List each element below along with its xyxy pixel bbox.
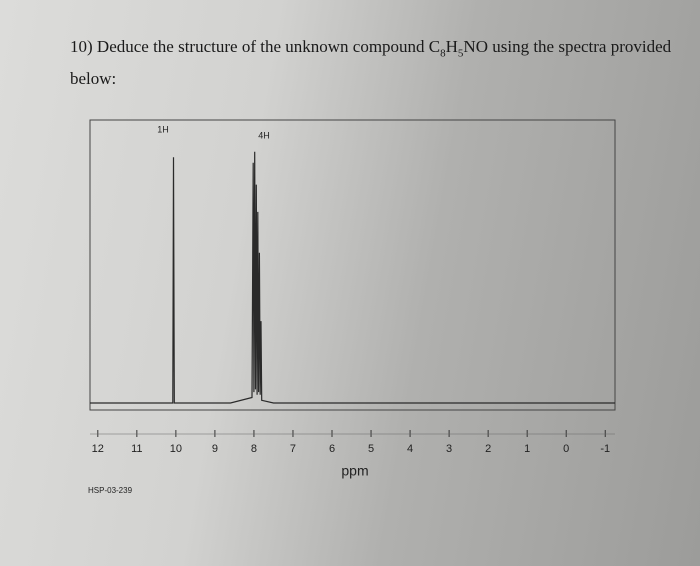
x-tick-label: 8 — [251, 443, 257, 455]
annotation: 1H — [157, 124, 169, 134]
x-tick-label: 2 — [485, 443, 491, 455]
sample-id: HSP-03-239 — [88, 486, 133, 495]
question: 10) Deduce the structure of the unknown … — [70, 34, 700, 92]
x-tick-label: 5 — [368, 443, 374, 455]
x-tick-label: 11 — [131, 443, 142, 455]
x-tick-label: -1 — [600, 443, 610, 455]
annotation: 4H — [258, 130, 270, 140]
subscript: 5 — [457, 47, 464, 60]
question-text: 10) Deduce the structure of the unknown … — [70, 37, 441, 56]
question-text: H — [445, 37, 458, 56]
subscript: 8 — [440, 47, 446, 60]
x-tick-label: 6 — [329, 443, 335, 455]
x-tick-label: 0 — [563, 443, 569, 455]
x-tick-label: 1 — [524, 443, 530, 455]
x-axis-label: ppm — [341, 463, 368, 479]
plot-frame — [89, 119, 616, 411]
question-text: NO using the spectra provided below: — [70, 37, 672, 89]
x-tick-label: 10 — [170, 443, 182, 455]
spectrum-line — [90, 151, 615, 404]
x-tick-label: 4 — [407, 443, 413, 455]
x-tick-label: 7 — [290, 443, 296, 455]
x-tick-label: 3 — [446, 443, 452, 455]
x-tick-label: 9 — [212, 443, 218, 455]
x-tick-label: 12 — [92, 443, 104, 455]
